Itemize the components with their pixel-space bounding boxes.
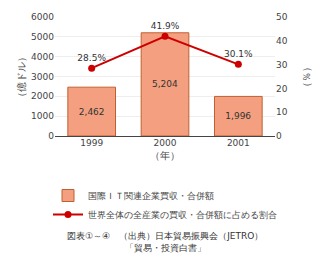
svg-text:世界全体の全産業の買収・合併額に占める割合: 世界全体の全産業の買収・合併額に占める割合 <box>88 210 277 220</box>
svg-text:（％）: （％） <box>301 62 312 92</box>
svg-text:40: 40 <box>276 36 288 46</box>
svg-text:4000: 4000 <box>31 52 54 62</box>
svg-text:30: 30 <box>276 60 288 70</box>
svg-text:2001: 2001 <box>227 138 250 148</box>
svg-text:6000: 6000 <box>31 12 54 22</box>
svg-text:国際ＩＴ関連企業買収・合併額: 国際ＩＴ関連企業買収・合併額 <box>88 191 214 201</box>
svg-text:（年）: （年） <box>150 150 180 161</box>
svg-text:0: 0 <box>276 131 282 141</box>
svg-text:5000: 5000 <box>31 32 54 42</box>
svg-text:1000: 1000 <box>31 111 54 121</box>
svg-text:41.9%: 41.9% <box>151 21 180 31</box>
svg-text:1999: 1999 <box>80 138 103 148</box>
svg-text:50: 50 <box>276 12 288 22</box>
svg-text:20: 20 <box>276 84 288 94</box>
svg-text:0: 0 <box>48 131 54 141</box>
svg-text:10: 10 <box>276 107 288 117</box>
svg-text:1,996: 1,996 <box>225 111 251 121</box>
svg-text:28.5%: 28.5% <box>77 53 106 63</box>
svg-text:（億ドル）: （億ドル） <box>16 52 27 102</box>
svg-text:2000: 2000 <box>31 91 54 101</box>
svg-text:図表①～④ （出典）日本貿易振興会（JETRO）「貿易・投資: 図表①～④ （出典）日本貿易振興会（JETRO）「貿易・投資白書」 <box>67 231 263 253</box>
svg-text:30.1%: 30.1% <box>224 49 253 59</box>
svg-text:5,204: 5,204 <box>152 79 178 89</box>
svg-text:2000: 2000 <box>154 138 177 148</box>
svg-text:3000: 3000 <box>31 72 54 82</box>
svg-text:2,462: 2,462 <box>79 107 105 117</box>
